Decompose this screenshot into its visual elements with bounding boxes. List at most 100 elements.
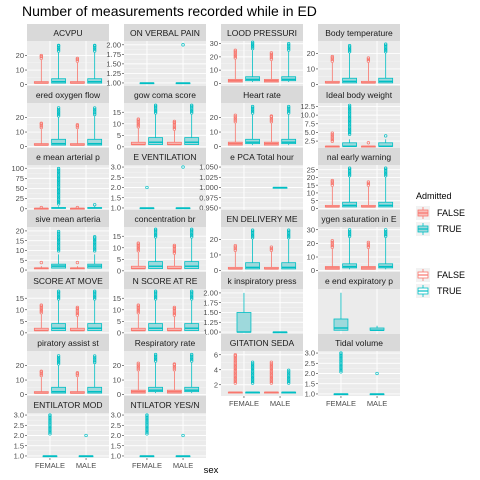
- y-tick-label: 2.0: [14, 431, 24, 440]
- facet-strip: [27, 396, 109, 413]
- outlier-point: [136, 125, 140, 129]
- y-tick-label: 75: [16, 174, 24, 183]
- box-female-true: [342, 44, 357, 84]
- outlier-point: [93, 244, 97, 248]
- facet-strip: [318, 272, 400, 289]
- facet-panel: ON VERBAL PAIN 1.001.251.501.752.00: [106, 24, 206, 88]
- outlier-point: [250, 40, 255, 44]
- box-body: [245, 138, 260, 145]
- y-tick-label: 15: [307, 181, 315, 190]
- outlier-point: [250, 365, 255, 369]
- outlier-point: [250, 363, 255, 368]
- box-male-true: [184, 352, 200, 394]
- outlier-point: [56, 231, 61, 235]
- outlier-point: [233, 376, 237, 380]
- outlier-point: [93, 112, 97, 117]
- outlier-point: [93, 49, 97, 53]
- outlier-point: [93, 236, 97, 240]
- y-tick-label: 7.5: [305, 119, 315, 128]
- y-tick-label: 1.0: [111, 204, 121, 213]
- outlier-point: [250, 368, 255, 372]
- outlier-point: [56, 359, 61, 363]
- legend: Admitted FALSE TRUE FALSE TRUE: [416, 191, 465, 298]
- box-male-false: [70, 56, 85, 84]
- facet-strip-label: e PCA Total hour: [230, 152, 294, 162]
- outlier-point: [347, 172, 352, 176]
- outlier-point: [366, 245, 371, 249]
- box-male-true: [184, 103, 200, 145]
- box-female-false: [227, 353, 243, 394]
- box-female-true: [342, 166, 357, 208]
- outlier-point: [269, 376, 274, 380]
- outlier-point: [347, 129, 352, 133]
- outlier-point: [56, 355, 61, 360]
- outlier-point: [250, 111, 255, 115]
- box-male-false: [264, 245, 279, 270]
- outlier-point: [250, 109, 255, 114]
- outlier-point: [39, 309, 43, 313]
- box-female-true: [245, 228, 260, 270]
- y-tick-label: 5: [117, 255, 121, 264]
- outlier-point: [56, 234, 61, 239]
- box-male-true: [87, 106, 103, 146]
- outlier-point: [233, 360, 237, 364]
- outlier-point: [287, 375, 291, 379]
- box-female-true: [148, 289, 163, 331]
- outlier-point: [39, 303, 43, 307]
- facet-strip: [318, 210, 400, 227]
- outlier-point: [136, 123, 140, 127]
- box-female-true: [51, 229, 66, 269]
- y-tick-label: 50: [16, 184, 24, 193]
- outlier-point: [56, 191, 61, 195]
- outlier-point: [384, 228, 388, 232]
- y-tick-label: 30: [210, 39, 218, 48]
- outlier-point: [347, 119, 352, 124]
- outlier-point: [269, 362, 274, 366]
- y-tick-label: 15: [16, 294, 24, 303]
- box-male-true: [281, 104, 297, 146]
- box-male-false: [167, 119, 182, 146]
- y-tick-label: 10: [16, 128, 24, 137]
- outlier-point: [153, 297, 158, 301]
- box-body: [184, 323, 200, 331]
- outlier-point: [287, 228, 291, 232]
- box-female-true: [342, 228, 357, 270]
- y-tick-label: 1.5: [111, 193, 121, 202]
- y-tick-label: 20: [307, 239, 315, 248]
- box-male-true: [184, 227, 200, 269]
- outlier-point: [75, 310, 80, 314]
- box-body: [148, 261, 163, 269]
- outlier-point: [56, 176, 61, 180]
- facet-panel: E VENTILATION 1.0 1.52.02.53.0: [111, 148, 206, 213]
- y-tick-label: 10: [210, 251, 218, 260]
- box-male-false: [264, 51, 279, 83]
- outlier-point: [384, 134, 388, 138]
- box-female-false: [130, 241, 146, 270]
- outlier-point: [384, 48, 388, 52]
- facet-strip-label: e mean arterial p: [36, 152, 100, 162]
- y-tick-label: 1.75: [106, 50, 121, 59]
- outlier-point: [172, 245, 177, 249]
- outlier-point: [48, 417, 52, 422]
- outlier-point: [347, 229, 352, 234]
- outlier-point: [145, 420, 149, 425]
- y-tick-label: 0: [117, 390, 121, 399]
- outlier-point: [153, 228, 158, 233]
- legend-label: FALSE: [437, 208, 465, 218]
- outlier-point: [56, 195, 61, 200]
- outlier-point: [269, 51, 274, 55]
- outlier-point: [56, 199, 61, 203]
- outlier-point: [181, 43, 185, 47]
- y-tick-label: 10: [113, 305, 121, 314]
- y-tick-label: 0.950: [199, 204, 218, 213]
- outlier-point: [330, 245, 334, 249]
- box-body: [87, 386, 103, 394]
- y-tick-label: 2.00: [106, 40, 121, 49]
- outlier-point: [347, 122, 352, 127]
- outlier-point: [233, 375, 237, 379]
- outlier-point: [384, 170, 388, 175]
- outlier-point: [153, 235, 158, 239]
- y-tick-label: 10: [307, 253, 315, 262]
- outlier-point: [347, 114, 352, 119]
- facet-strip-label: Body temperature: [325, 28, 393, 38]
